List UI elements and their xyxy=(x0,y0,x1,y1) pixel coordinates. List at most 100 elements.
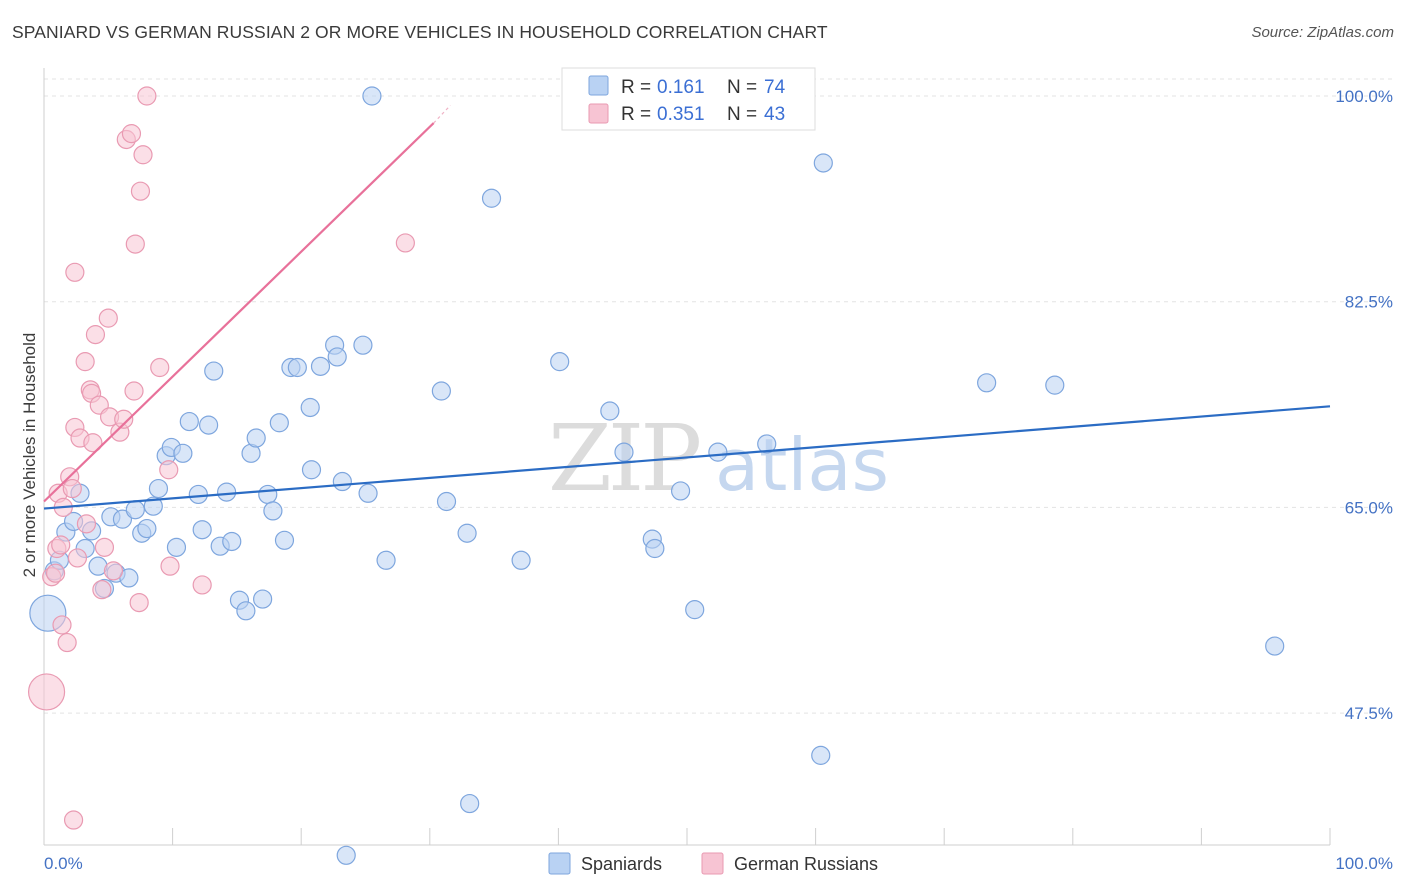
bottom-legend-label-spaniards: Spaniards xyxy=(581,854,662,874)
watermark-atlas: atlas xyxy=(715,423,889,507)
y-tick-label-3: 47.5% xyxy=(1345,704,1393,723)
german-russians-point-42 xyxy=(76,514,97,534)
legend-r-value-spaniards: 0.161 xyxy=(657,77,705,98)
german-russians-point-36 xyxy=(159,460,179,480)
spaniards-point-53 xyxy=(431,381,451,401)
spaniards-point-37 xyxy=(263,501,283,521)
german-russians-point-41 xyxy=(51,535,71,555)
german-russians-point-24 xyxy=(103,561,124,581)
spaniards-point-39 xyxy=(274,530,295,550)
spaniards-point-17 xyxy=(143,496,163,516)
legend: R = 0.161 N = 74 R = 0.351 N = 43 xyxy=(561,67,816,131)
spaniards-points xyxy=(29,86,1285,865)
spaniards-point-18 xyxy=(148,478,169,499)
spaniards-point-56 xyxy=(460,793,480,814)
legend-r-value-german-russians: 0.351 xyxy=(657,104,705,125)
german-russians-point-40 xyxy=(67,548,88,568)
spaniards-point-60 xyxy=(600,401,620,421)
german-russians-point-37 xyxy=(160,556,180,576)
source-label: Source: ZipAtlas.com xyxy=(1251,24,1394,41)
legend-swatch-german-russians xyxy=(588,103,609,124)
spaniards-point-46 xyxy=(327,347,347,367)
x-tick-label-max: 100.0% xyxy=(1335,854,1393,873)
german-russians-point-7 xyxy=(57,632,77,653)
spaniards-point-66 xyxy=(685,600,705,620)
y-axis-label: 2 or more Vehicles in Household xyxy=(20,333,39,578)
legend-n-value-spaniards: 74 xyxy=(764,77,786,98)
german-russians-point-0 xyxy=(27,673,66,711)
x-tick-label-min: 0.0% xyxy=(44,854,83,873)
spaniards-point-64 xyxy=(670,481,691,501)
german-russians-point-20 xyxy=(92,580,112,600)
spaniards-point-41 xyxy=(287,357,307,378)
german-russians-point-33 xyxy=(133,145,153,165)
spaniards-point-50 xyxy=(358,483,378,503)
y-tick-label-2: 65.0% xyxy=(1345,498,1393,517)
german-russians-trend-extension xyxy=(433,104,451,124)
spaniards-point-26 xyxy=(199,415,219,435)
german-russians-point-38 xyxy=(192,575,212,595)
german-russians-point-30 xyxy=(125,234,145,254)
german-russians-points xyxy=(27,86,415,830)
spaniards-point-55 xyxy=(457,523,477,543)
german-russians-point-5 xyxy=(52,615,72,635)
bottom-legend-swatch-spaniards xyxy=(548,852,571,875)
spaniards-point-25 xyxy=(192,520,212,540)
spaniards-point-58 xyxy=(511,550,531,570)
spaniards-point-61 xyxy=(614,442,634,462)
german-russians-point-28 xyxy=(121,124,142,144)
spaniards-point-68 xyxy=(757,434,777,454)
spaniards-point-36 xyxy=(258,484,278,505)
legend-n-label-2: N = xyxy=(727,104,757,125)
spaniards-point-51 xyxy=(362,86,382,106)
german-russians-point-9 xyxy=(62,478,82,499)
bottom-legend: Spaniards German Russians xyxy=(548,852,878,875)
spaniards-point-57 xyxy=(481,188,502,208)
spaniards-point-27 xyxy=(204,361,224,381)
spaniards-point-22 xyxy=(173,443,193,463)
spaniards-point-63 xyxy=(645,538,665,559)
spaniards-point-54 xyxy=(436,491,457,512)
spaniards-point-47 xyxy=(332,471,352,492)
bottom-legend-label-german-russians: German Russians xyxy=(734,854,878,874)
spaniards-point-73 xyxy=(1265,636,1285,656)
legend-n-value-german-russians: 43 xyxy=(764,104,785,125)
spaniards-point-52 xyxy=(376,550,396,570)
chart-title: SPANIARD VS GERMAN RUSSIAN 2 OR MORE VEH… xyxy=(12,22,828,42)
german-russians-trend-line xyxy=(43,122,435,503)
legend-r-label-2: R = xyxy=(621,104,651,125)
german-russians-point-32 xyxy=(130,181,151,201)
german-russians-point-29 xyxy=(124,381,144,401)
y-tick-label-0: 100.0% xyxy=(1335,87,1393,106)
spaniards-point-29 xyxy=(217,482,237,502)
spaniards-point-72 xyxy=(1045,375,1065,395)
spaniards-point-49 xyxy=(353,335,373,355)
german-russians-point-14 xyxy=(75,352,95,372)
spaniards-point-43 xyxy=(301,460,322,480)
spaniards-point-71 xyxy=(977,373,997,393)
spaniards-point-16 xyxy=(137,518,157,539)
legend-n-label-1: N = xyxy=(727,77,757,98)
legend-r-label-1: R = xyxy=(621,77,651,98)
spaniards-point-14 xyxy=(125,500,145,520)
german-russians-point-34 xyxy=(137,86,157,106)
german-russians-point-17 xyxy=(83,433,103,453)
spaniards-point-69 xyxy=(811,745,831,765)
german-russians-point-10 xyxy=(63,810,84,830)
spaniards-point-32 xyxy=(236,601,256,621)
spaniards-point-67 xyxy=(708,442,728,462)
axes xyxy=(43,68,1331,846)
bottom-legend-swatch-german-russians xyxy=(701,852,724,875)
german-russians-point-22 xyxy=(98,308,118,328)
spaniards-point-38 xyxy=(269,413,289,433)
spaniards-point-70 xyxy=(813,153,833,173)
german-russians-point-18 xyxy=(85,325,106,345)
german-russians-point-26 xyxy=(114,409,134,429)
german-russians-point-2 xyxy=(45,563,66,583)
y-tick-labels: 100.0% 82.5% 65.0% 47.5% xyxy=(1335,87,1393,723)
german-russians-point-21 xyxy=(94,537,115,557)
spaniards-point-48 xyxy=(336,845,356,865)
spaniards-trend-line xyxy=(43,405,1331,510)
spaniards-point-35 xyxy=(253,589,273,609)
